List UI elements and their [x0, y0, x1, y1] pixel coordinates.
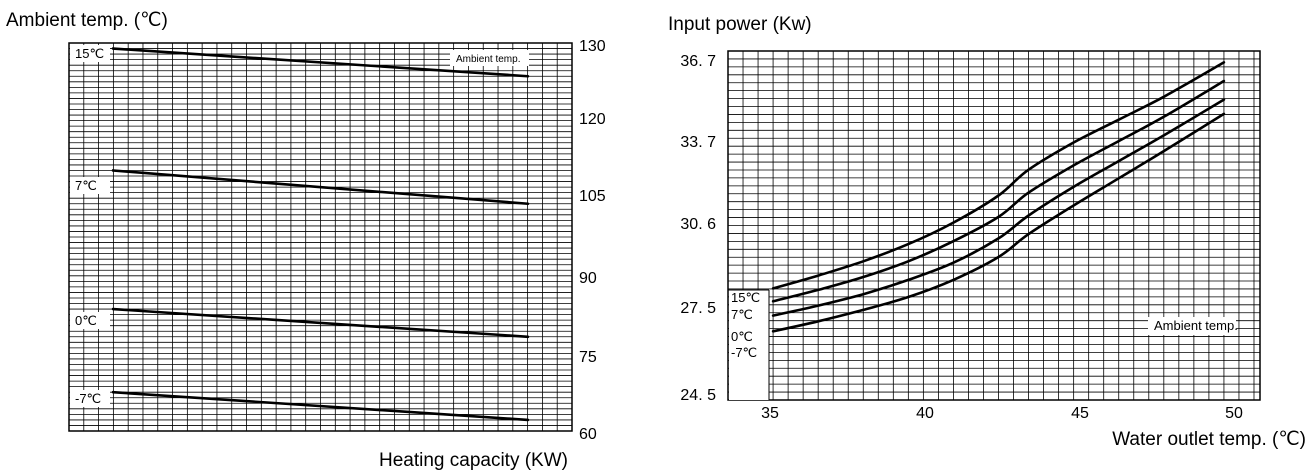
y-tick-27-5: 27. 5 [680, 300, 716, 317]
right-legend-panel [729, 290, 769, 400]
right-tick-105: 105 [579, 188, 606, 205]
right-tick-130: 130 [579, 38, 606, 55]
left-series-line-3 [111, 390, 530, 422]
right-series-label-7: 7℃ [731, 307, 753, 322]
left-y-axis-title: Ambient temp. (℃) [6, 10, 168, 31]
right-tick-75: 75 [579, 349, 597, 366]
left-label-bg-7 [70, 177, 110, 194]
left-chart-grid [69, 43, 572, 431]
left-x-axis-title: Heating capacity (KW) [379, 450, 568, 471]
right-y-axis-title: Input power (Kw) [668, 14, 812, 35]
right-chart-series [771, 61, 1226, 333]
right-legend-note-box [1148, 317, 1236, 335]
left-series-label-15: 15℃ [75, 46, 104, 61]
right-x-axis-title: Water outlet temp. (℃) [1112, 429, 1306, 450]
right-legend-note: Ambient temp. [1154, 318, 1238, 333]
y-tick-33-7: 33. 7 [680, 134, 716, 151]
left-chart-frame [68, 42, 573, 432]
right-chart-frame [727, 50, 1261, 401]
y-tick-30-6: 30. 6 [680, 216, 716, 233]
x-tick-50: 50 [1225, 405, 1243, 422]
left-chart-series [111, 47, 530, 422]
right-chart-grid [728, 51, 1260, 400]
left-label-bg-m7 [70, 390, 110, 407]
left-series-line-0 [111, 47, 530, 78]
right-tick-90: 90 [579, 270, 597, 287]
left-series-line-1 [111, 169, 530, 206]
x-tick-40: 40 [916, 405, 934, 422]
left-label-bg-0 [70, 312, 110, 329]
heating-capacity-chart: Ambient temp. (℃) Heating capacity (KW) … [6, 10, 606, 471]
left-legend-note-box [450, 50, 529, 66]
input-power-chart: 15℃ 7℃ 0℃ -7℃ Ambient temp. Input power … [668, 14, 1306, 450]
right-series-label-0: 0℃ [731, 329, 753, 344]
right-series-line-2 [771, 98, 1226, 317]
left-legend-note: Ambient temp. [456, 54, 520, 65]
left-series-label-7: 7℃ [75, 178, 97, 193]
y-tick-24-5: 24. 5 [680, 387, 716, 404]
left-series-label-m7: -7℃ [75, 391, 101, 406]
right-tick-120: 120 [579, 111, 606, 128]
y-tick-36-7: 36. 7 [680, 53, 716, 70]
left-series-label-0: 0℃ [75, 313, 97, 328]
left-label-bg-15 [70, 45, 110, 62]
right-series-line-0 [771, 61, 1226, 290]
x-tick-35: 35 [761, 405, 779, 422]
right-series-line-3 [771, 112, 1226, 333]
right-series-line-1 [771, 79, 1226, 303]
left-series-line-2 [111, 307, 530, 339]
right-series-label-15: 15℃ [731, 290, 760, 305]
x-tick-45: 45 [1071, 405, 1089, 422]
right-tick-60: 60 [579, 426, 597, 443]
right-series-label-m7: -7℃ [731, 345, 757, 360]
